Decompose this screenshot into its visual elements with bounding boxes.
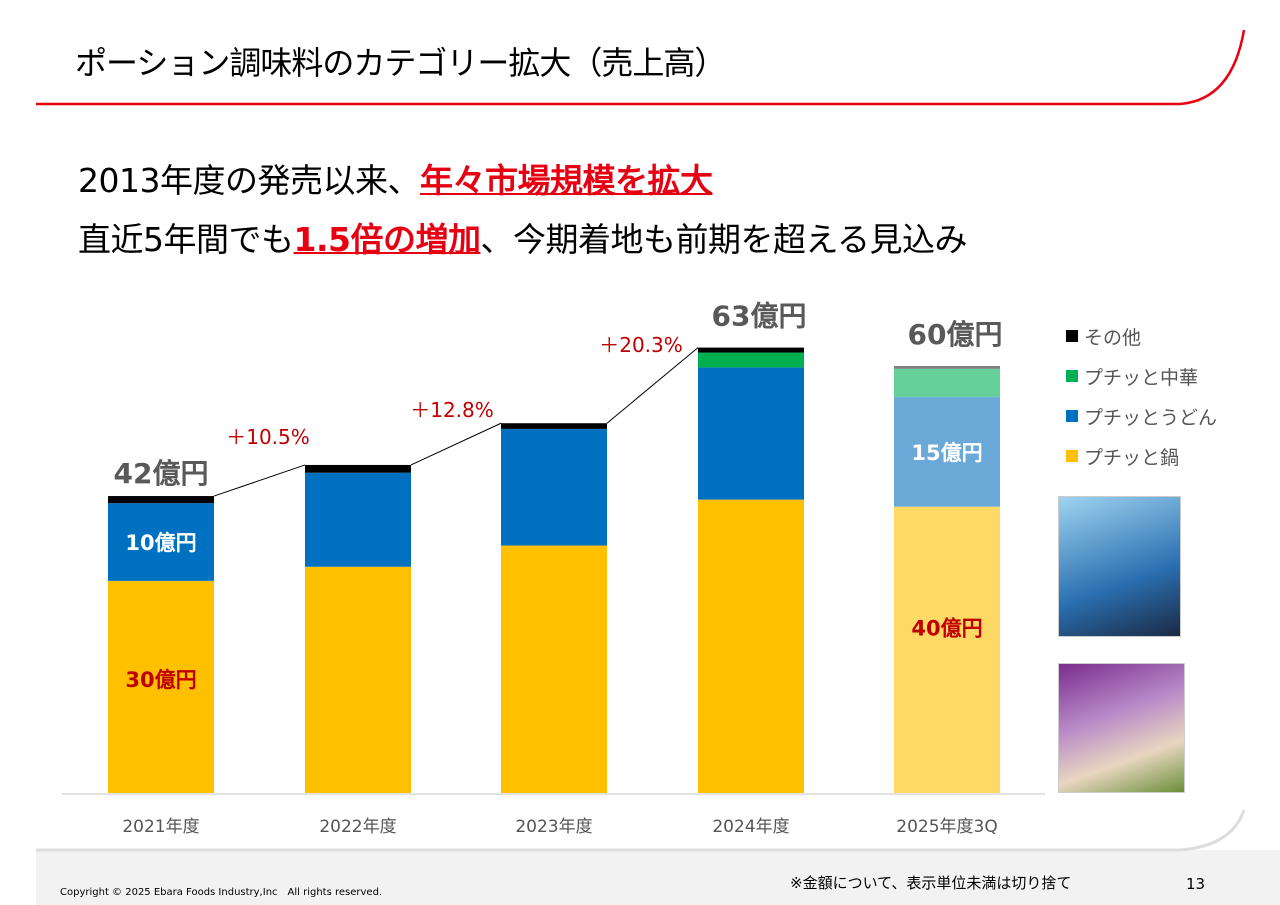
bar-segment [501, 423, 607, 429]
nabe-product-image [1058, 663, 1185, 793]
growth-connector [410, 422, 502, 466]
bar-segment [894, 506, 1000, 793]
page-number: 13 [1186, 875, 1206, 893]
slide-title: ポーション調味料のカテゴリー拡大（売上高） [75, 44, 726, 82]
x-tick-label: 2024年度 [712, 817, 789, 837]
growth-label: ＋10.5% [226, 425, 310, 449]
bar-segment [108, 503, 214, 581]
bar-segment [698, 367, 804, 500]
bar-segment [894, 397, 1000, 507]
x-tick-label: 2023年度 [515, 817, 592, 837]
bar-segment [894, 365, 1000, 369]
headline-line1: 2013年度の発売以来、年々市場規模を拡大 [78, 154, 713, 202]
headline-text: 、今期着地も前期を超える見込み [480, 220, 967, 259]
legend-swatch [1066, 330, 1078, 342]
growth-label: ＋12.8% [410, 398, 494, 422]
title-underline [36, 29, 1246, 106]
bar-segment [305, 472, 411, 567]
bar-segment [698, 347, 804, 353]
bar-segment [108, 580, 214, 793]
growth-connector [213, 464, 306, 497]
headline-line2: 直近5年間でも1.5倍の増加、今期着地も前期を超える見込み [78, 213, 967, 261]
total-label: 63億円 [712, 300, 807, 333]
growth-connector [606, 347, 699, 424]
bar-segment [698, 352, 804, 368]
footnote: ※金額について、表示単位未満は切り捨て [790, 874, 1072, 892]
copyright: Copyright © 2025 Ebara Foods Industry,In… [60, 887, 383, 898]
bar-segment [305, 566, 411, 793]
x-tick-label: 2021年度 [122, 817, 199, 837]
bar-segment [698, 499, 804, 793]
segment-label: 10億円 [125, 531, 196, 555]
total-label: 60億円 [908, 318, 1003, 351]
sales-chart: 2021年度 42億円 2022年度 2023年度 2024年度 63億円 2025年度3Q… [62, 300, 1045, 837]
total-label: 42億円 [114, 457, 209, 490]
x-tick-label: 2025年度3Q [896, 817, 997, 837]
headline-text: 2013年度の発売以来、 [78, 161, 420, 200]
segment-label: 40億円 [911, 617, 982, 641]
legend-item: プチッと鍋 [1066, 436, 1217, 476]
headline-highlight: 1.5倍の増加 [293, 220, 481, 259]
legend-item: その他 [1066, 316, 1217, 356]
growth-label: ＋20.3% [599, 333, 683, 357]
bar-segment [501, 428, 607, 546]
segment-label: 15億円 [911, 441, 982, 465]
x-tick-label: 2022年度 [319, 817, 396, 837]
segment-label: 30億円 [125, 668, 196, 692]
udon-product-image [1058, 496, 1181, 637]
bar-segment [894, 368, 1000, 398]
legend-item: プチッと中華 [1066, 356, 1217, 396]
footer-curve [36, 809, 1246, 852]
footer [36, 850, 1280, 905]
headline-text: 直近5年間でも [78, 220, 294, 259]
legend-label: プチッとうどん [1084, 406, 1218, 429]
bar-segment [501, 545, 607, 793]
legend-label: プチッと中華 [1084, 366, 1199, 389]
legend-label: その他 [1084, 326, 1142, 349]
bar-segment [108, 496, 214, 504]
legend-swatch [1066, 410, 1078, 422]
headline-highlight: 年々市場規模を拡大 [419, 161, 713, 200]
legend-swatch [1066, 370, 1078, 382]
legend: その他 プチッと中華 プチッとうどん プチッと鍋 [1066, 316, 1217, 476]
legend-label: プチッと鍋 [1084, 446, 1180, 469]
legend-item: プチッとうどん [1066, 396, 1217, 436]
legend-swatch [1066, 450, 1078, 462]
bar-segment [305, 464, 411, 473]
